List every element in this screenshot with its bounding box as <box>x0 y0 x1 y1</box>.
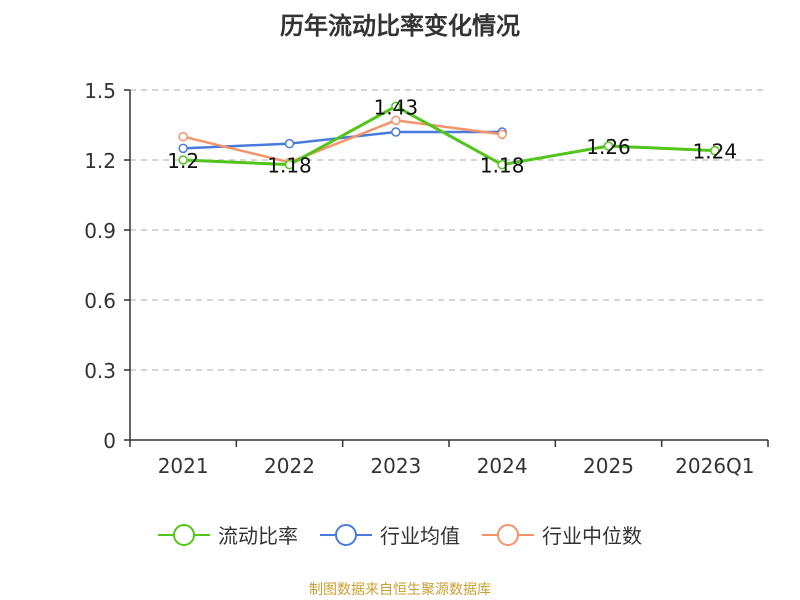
data-point <box>391 127 401 137</box>
series-line <box>183 130 503 150</box>
data-point <box>391 115 401 126</box>
y-tick-label: 1.2 <box>84 149 116 173</box>
x-tick-label: 2024 <box>477 454 528 478</box>
chart-legend: 流动比率 行业均值 行业中位数 <box>0 520 800 549</box>
y-tick-label: 0.6 <box>84 289 116 313</box>
data-point <box>710 145 720 156</box>
legend-item-current-ratio[interactable]: 流动比率 <box>158 520 298 549</box>
legend-marker-blue <box>320 523 372 546</box>
legend-marker-orange <box>482 523 534 546</box>
data-label: 1.24 <box>693 140 738 164</box>
y-tick-label: 0 <box>103 429 116 453</box>
data-label: 1.2 <box>167 149 199 173</box>
x-tick-label: 2026Q1 <box>675 454 754 478</box>
legend-label: 行业中位数 <box>542 524 642 548</box>
data-point <box>178 131 188 142</box>
data-point <box>497 159 507 170</box>
y-tick-label: 0.9 <box>84 219 116 243</box>
x-tick-label: 2023 <box>370 454 421 478</box>
data-point <box>603 141 614 151</box>
data-point <box>284 159 295 170</box>
legend-item-industry-median[interactable]: 行业中位数 <box>482 520 642 549</box>
data-label: 1.26 <box>586 135 631 159</box>
x-tick-label: 2021 <box>158 454 209 478</box>
data-point <box>284 138 295 149</box>
data-point <box>178 155 188 165</box>
x-tick-label: 2022 <box>264 454 315 478</box>
data-label: 1.43 <box>374 95 419 119</box>
series-line <box>182 119 503 164</box>
legend-item-industry-mean[interactable]: 行业均值 <box>320 520 460 549</box>
legend-label: 流动比率 <box>218 524 298 548</box>
legend-label: 行业均值 <box>380 524 460 548</box>
chart-title: 历年流动比率变化情况 <box>280 12 520 40</box>
data-point <box>178 143 188 154</box>
source-note: 制图数据来自恒生聚源数据库 <box>309 582 491 598</box>
data-point <box>391 101 401 112</box>
data-point <box>497 129 507 140</box>
y-tick-label: 0.3 <box>84 359 116 383</box>
y-tick-label: 1.5 <box>84 79 116 103</box>
data-label: 1.18 <box>480 154 525 178</box>
series-line <box>183 104 715 167</box>
legend-marker-green <box>158 523 210 546</box>
x-tick-label: 2025 <box>583 454 634 478</box>
data-label: 1.18 <box>267 154 312 178</box>
